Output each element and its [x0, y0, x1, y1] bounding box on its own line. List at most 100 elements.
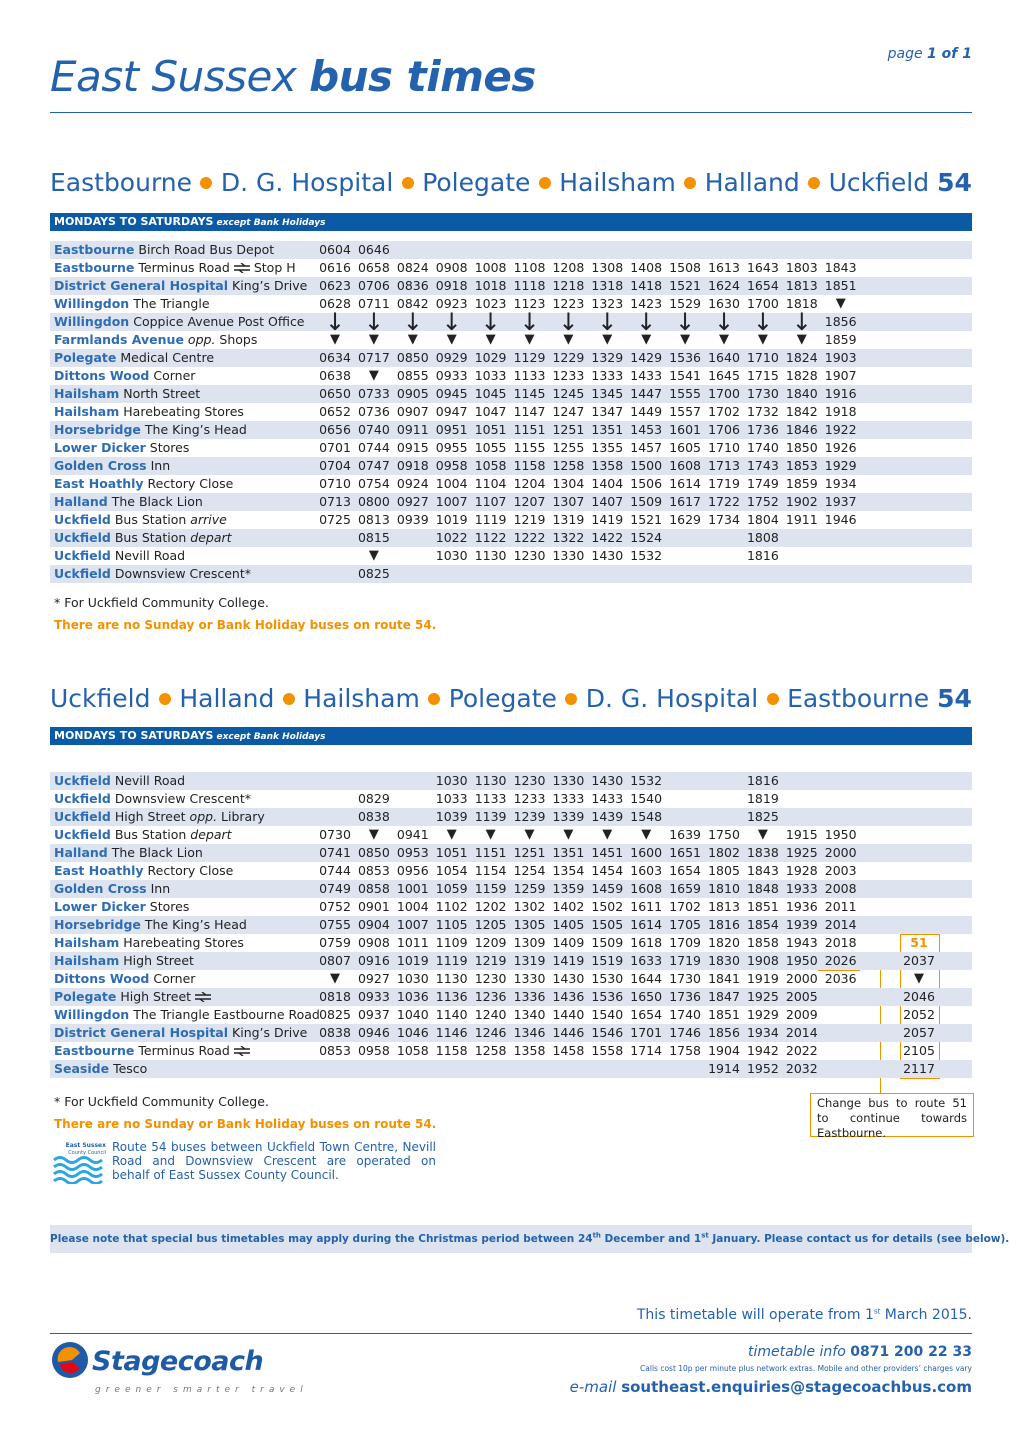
time: 1340	[513, 1007, 546, 1022]
separator-dot	[684, 176, 697, 189]
stop-detail: The Triangle	[133, 296, 210, 311]
time: 1039	[435, 809, 468, 824]
stop-name: Uckfield Downsview Crescent*	[54, 790, 255, 808]
stop-name: Uckfield Bus Station arrive	[54, 511, 231, 529]
place: Hailsham	[559, 168, 676, 197]
time: 1404	[591, 476, 624, 491]
time: ▼	[446, 332, 457, 347]
time: 0836	[396, 278, 429, 293]
timetable-row: Dittons Wood Corner ▼ 0927 1030 1130 1230 1330 1…	[50, 970, 972, 988]
time: 0924	[396, 476, 429, 491]
stop-detail: Harebeating Stores	[123, 404, 244, 419]
time: 1946	[824, 512, 857, 527]
stop-detail: The King’s Head	[144, 422, 247, 437]
time: 0955	[435, 440, 468, 455]
stop-town: Lower Dicker	[54, 899, 146, 914]
time: 0740	[357, 422, 390, 437]
time: 1702	[708, 404, 740, 419]
time: 1939	[785, 917, 818, 932]
time: 1018	[474, 278, 507, 293]
separator-dot	[565, 692, 578, 705]
stop-town: Eastbourne	[54, 260, 135, 275]
time: 1230	[474, 971, 507, 986]
time: 1813	[708, 899, 740, 914]
time: 1916	[824, 386, 857, 401]
time: 1846	[785, 422, 818, 437]
separator-dot	[428, 692, 441, 705]
time: 1713	[708, 458, 740, 473]
time: 1229	[552, 350, 585, 365]
time: 1618	[630, 935, 663, 950]
time: 1639	[669, 827, 701, 842]
time: 1330	[552, 548, 585, 563]
stop-name: Willingdon Coppice Avenue Post Office	[54, 313, 309, 331]
time: 1419	[552, 953, 585, 968]
timetable-row: Eastbourne Birch Road Bus Depot 0604 0646	[50, 241, 972, 259]
stop-town: Uckfield	[54, 548, 111, 563]
time: 1245	[552, 386, 585, 401]
timetable-row: Hailsham Harebeating Stores 0759 0908 1011 11…	[50, 934, 972, 952]
time: 0825	[319, 1007, 351, 1022]
stop-town: Uckfield	[54, 530, 111, 545]
stop-detail: The Triangle Eastbourne Road	[133, 1007, 320, 1022]
time: 1524	[630, 530, 663, 545]
timetable-row: Uckfield Nevill Road ▼ 1030 1130 1230 1330 1430…	[50, 547, 972, 565]
page-word: page	[887, 46, 923, 62]
timetable-info: timetable info 0871 200 22 33	[748, 1344, 972, 1360]
time: 1734	[708, 512, 740, 527]
time: 1259	[513, 881, 546, 896]
timetable-row: Halland The Black Lion 0713 0800 0927 1007 110…	[50, 493, 972, 511]
stop-detail: Terminus Road	[138, 1043, 230, 1058]
time: 2009	[785, 1007, 818, 1022]
time: 0946	[357, 1025, 390, 1040]
stop-town: Dittons Wood	[54, 368, 150, 383]
time: 1233	[552, 368, 585, 383]
waves	[53, 1156, 103, 1184]
timetable-row: Seaside Tesco 1914 1952 2032 2117	[50, 1060, 972, 1078]
time: 1904	[708, 1043, 740, 1058]
time: 0956	[396, 863, 429, 878]
time: 1105	[435, 917, 468, 932]
time: 1358	[513, 1043, 546, 1058]
stop-detail: Bus Station	[114, 530, 187, 545]
time: 1911	[785, 512, 818, 527]
brand-name: Stagecoach	[92, 1346, 264, 1377]
time: 0939	[396, 512, 429, 527]
time: 0937	[357, 1007, 390, 1022]
time: 0941	[396, 827, 429, 842]
day-band: MONDAYS TO SATURDAYS except Bank Holidays	[50, 213, 972, 231]
stop-name: East Hoathly Rectory Close	[54, 475, 237, 493]
time: 1614	[669, 476, 701, 491]
time: 1856	[824, 314, 857, 329]
stop-town: Lower Dicker	[54, 440, 146, 455]
time: 1509	[630, 494, 663, 509]
time: 1816	[746, 548, 779, 563]
time: 1709	[669, 935, 701, 950]
rule	[50, 112, 972, 113]
time: 1351	[552, 845, 585, 860]
timetable-row: Uckfield Nevill Road 1030 1130 1230 1330 1430 1…	[50, 772, 972, 790]
stop-detail: Nevill Road	[114, 773, 186, 788]
stop-detail: King’s Drive	[232, 278, 308, 293]
time: 1743	[746, 458, 779, 473]
time: 1001	[396, 881, 429, 896]
time: 1645	[708, 368, 740, 383]
time: 1732	[746, 404, 779, 419]
operate-text: This timetable will operate from 1	[636, 1307, 874, 1323]
time: 1907	[824, 368, 857, 383]
time: 1929	[824, 458, 857, 473]
time: 1952	[746, 1061, 779, 1076]
footnote: * For Uckfield Community College.	[54, 1094, 269, 1109]
time: 1258	[474, 1043, 507, 1058]
time: 1643	[746, 260, 779, 275]
email-address: southeast.enquiries@stagecoachbus.com	[621, 1378, 972, 1396]
time: 2022	[785, 1043, 818, 1058]
time: 1055	[474, 440, 507, 455]
time: 1158	[435, 1043, 468, 1058]
time: 1247	[552, 404, 585, 419]
stop-name: Dittons Wood Corner	[54, 367, 199, 385]
time: 1710	[746, 350, 779, 365]
time: 1040	[396, 1007, 429, 1022]
time: 1500	[630, 458, 663, 473]
timetable-row: Golden Cross Inn 0749 0858 1001 1059 1159 1259 1…	[50, 880, 972, 898]
